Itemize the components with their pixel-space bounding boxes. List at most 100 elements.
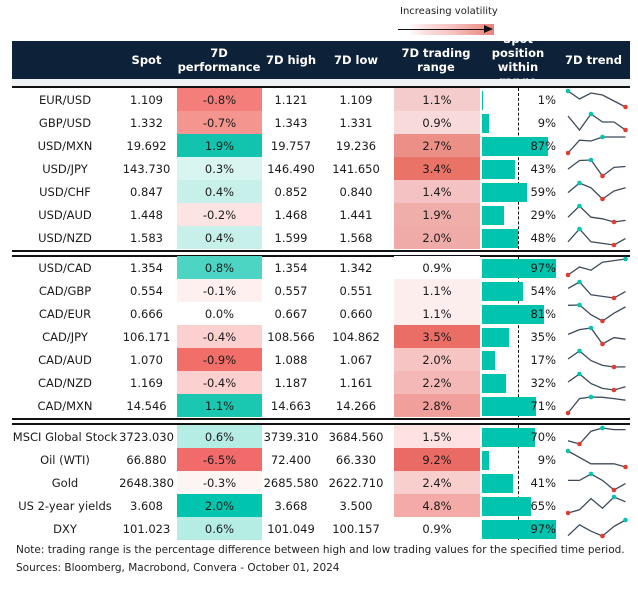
trend-low-marker — [600, 196, 605, 202]
midpoint-line — [518, 88, 519, 249]
table-row: USD/AUD 1.448 -0.2% 1.468 1.441 1.9% 29% — [12, 203, 630, 226]
trend-line — [567, 228, 626, 246]
position-bar — [482, 229, 519, 248]
spot-value: 101.023 — [122, 521, 171, 536]
table-row: CAD/NZD 1.169 -0.4% 1.187 1.161 2.2% 32% — [12, 371, 630, 394]
position-bar — [482, 282, 524, 301]
trend-high-marker — [577, 371, 582, 377]
col-high: 7D high — [265, 53, 317, 67]
low-value: 141.650 — [332, 161, 380, 176]
position-label: 32% — [530, 375, 556, 390]
low-value: 1.441 — [339, 207, 373, 222]
trend-line — [567, 427, 626, 445]
trend-line — [567, 327, 626, 345]
trend-high-marker — [588, 157, 594, 163]
spot-value: 143.730 — [122, 161, 171, 176]
position-label: 17% — [530, 352, 556, 367]
performance-cell: -0.2% — [177, 203, 262, 226]
low-value: 1.331 — [339, 115, 373, 130]
high-value: 0.557 — [274, 283, 308, 298]
high-value: 1.343 — [274, 115, 308, 130]
trend-line — [567, 350, 626, 368]
high-value: 14.663 — [270, 398, 312, 413]
trend-low-marker — [611, 219, 617, 225]
position-label: 65% — [530, 498, 556, 513]
performance-cell: 0.8% — [177, 256, 262, 279]
range-cell: 1.4% — [394, 180, 480, 203]
high-value: 1.599 — [274, 230, 308, 245]
position-label: 29% — [530, 207, 556, 222]
col-low: 7D low — [333, 53, 379, 67]
high-value: 0.852 — [274, 184, 308, 199]
position-label: 1% — [537, 92, 556, 107]
range-cell: 2.8% — [394, 394, 480, 417]
trend-high-marker — [611, 494, 617, 500]
table-row: Gold 2648.380 -0.3% 2685.580 2622.710 2.4% 41% — [12, 471, 630, 494]
instrument-name: CAD/MXN — [37, 398, 93, 413]
high-value: 1.468 — [274, 207, 308, 222]
position-label: 59% — [530, 184, 556, 199]
position-bar — [482, 259, 556, 278]
trend-line — [567, 182, 626, 200]
trend-low-marker — [623, 104, 628, 110]
spot-value: 1.583 — [130, 230, 163, 245]
trend-high-marker — [577, 180, 582, 186]
trend-low-marker — [566, 272, 571, 278]
table-row: GBP/USD 1.332 -0.7% 1.343 1.331 0.9% 9% — [12, 111, 630, 134]
spot-value: 1.070 — [130, 352, 163, 367]
trend-sparkline — [567, 425, 626, 447]
position-label: 9% — [537, 115, 556, 130]
trend-line — [567, 396, 626, 414]
trend-sparkline — [567, 111, 628, 133]
trend-sparkline — [567, 348, 626, 370]
trend-low-marker — [623, 464, 628, 470]
trend-high-marker — [588, 471, 594, 477]
table-row: MSCI Global Stock 3723.030 0.6% 3739.310 368… — [12, 425, 630, 448]
position-label: 48% — [530, 230, 556, 245]
instrument-name: MSCI Global Stock — [12, 429, 118, 444]
trend-low-marker — [600, 318, 605, 324]
trend-low-marker — [566, 150, 571, 156]
trend-high-marker — [566, 448, 571, 454]
instrument-name: CAD/JPY — [42, 329, 88, 344]
low-value: 1.568 — [339, 230, 373, 245]
table-row: CAD/GBP 0.554 -0.1% 0.557 0.551 1.1% 54% — [12, 279, 630, 302]
trend-low-marker — [611, 242, 617, 248]
trend-high-marker — [623, 256, 628, 262]
high-value: 72.400 — [270, 452, 312, 467]
range-cell: 0.9% — [394, 517, 480, 540]
position-bar — [482, 497, 532, 516]
trend-low-marker — [623, 127, 628, 133]
position-label: 41% — [530, 475, 556, 490]
performance-cell: -0.4% — [177, 371, 262, 394]
trend-sparkline — [567, 226, 626, 248]
table-row: USD/MXN 19.692 1.9% 19.757 19.236 2.7% 87% — [12, 134, 630, 157]
trend-line — [567, 496, 626, 514]
performance-cell: 0.4% — [177, 226, 262, 249]
table-row: CAD/JPY 106.171 -0.4% 108.566 104.862 3.5% 35% — [12, 325, 630, 348]
trend-sparkline — [567, 371, 626, 393]
range-cell: 1.1% — [394, 88, 480, 111]
spot-value: 1.109 — [130, 92, 163, 107]
trend-line — [567, 450, 626, 468]
performance-cell: 0.4% — [177, 180, 262, 203]
instrument-name: CAD/EUR — [38, 306, 92, 321]
range-cell: 2.7% — [394, 134, 480, 157]
table-row: Oil (WTI) 66.880 -6.5% 72.400 66.330 9.2% 9% — [12, 448, 630, 471]
trend-high-marker — [577, 348, 582, 354]
table-row: USD/CAD 1.354 0.8% 1.354 1.342 0.9% 97% — [12, 256, 630, 279]
spot-value: 0.666 — [130, 306, 163, 321]
trend-line — [567, 519, 626, 537]
midpoint-line — [518, 425, 519, 540]
range-cell: 1.5% — [394, 425, 480, 448]
performance-cell: 0.3% — [177, 157, 262, 180]
performance-cell: 0.6% — [177, 517, 262, 540]
table-row: CAD/MXN 14.546 1.1% 14.663 14.266 2.8% 71% — [12, 394, 630, 417]
instrument-name: GBP/USD — [38, 115, 92, 130]
table-row: EUR/USD 1.109 -0.8% 1.121 1.109 1.1% 1% — [12, 88, 630, 111]
range-cell: 0.9% — [394, 256, 480, 279]
position-label: 9% — [537, 452, 556, 467]
table-row: CAD/AUD 1.070 -0.9% 1.088 1.067 2.0% 17% — [12, 348, 630, 371]
low-value: 19.236 — [335, 138, 377, 153]
